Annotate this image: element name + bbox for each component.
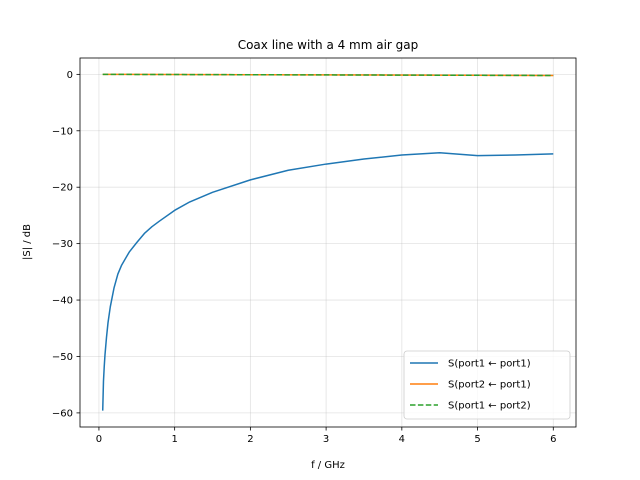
x-tick-label: 0	[96, 434, 102, 445]
y-tick-label: −40	[52, 296, 73, 307]
x-tick-label: 5	[474, 434, 480, 445]
legend: S(port1 ← port1) S(port2 ← port1) S(port1 …	[403, 350, 571, 420]
x-tick-label: 3	[323, 434, 329, 445]
y-tick-label: 0	[67, 70, 73, 81]
y-tick-label: −10	[52, 126, 73, 137]
series-line-1	[101, 152, 554, 411]
chart-title: Coax line with a 4 mm air gap	[238, 38, 419, 52]
x-tick-label: 1	[171, 434, 177, 445]
legend-label: S(port1 ← port2)	[448, 401, 531, 412]
plot-frame	[79, 57, 577, 428]
x-tick-label: 6	[550, 434, 556, 445]
legend-label: S(port1 ← port1)	[448, 359, 531, 370]
x-axis-label: f / GHz	[311, 460, 345, 471]
y-tick-label: −30	[52, 239, 73, 250]
legend-box	[403, 350, 571, 420]
x-tick-label: 4	[399, 434, 405, 445]
y-tick-label: −50	[52, 352, 73, 363]
legend-label: S(port2 ← port1)	[448, 380, 531, 391]
series-layer	[101, 73, 554, 411]
x-tick-label: 2	[247, 434, 253, 445]
series-line-3	[102, 73, 554, 77]
y-tick-label: −60	[52, 408, 73, 419]
tick-layer: 0 1 2 3 4 5 6 0 −10 −20 −30 −40 −50 −60	[52, 70, 557, 445]
y-axis-label: |S| / dB	[22, 224, 33, 260]
y-tick-label: −20	[52, 183, 73, 194]
